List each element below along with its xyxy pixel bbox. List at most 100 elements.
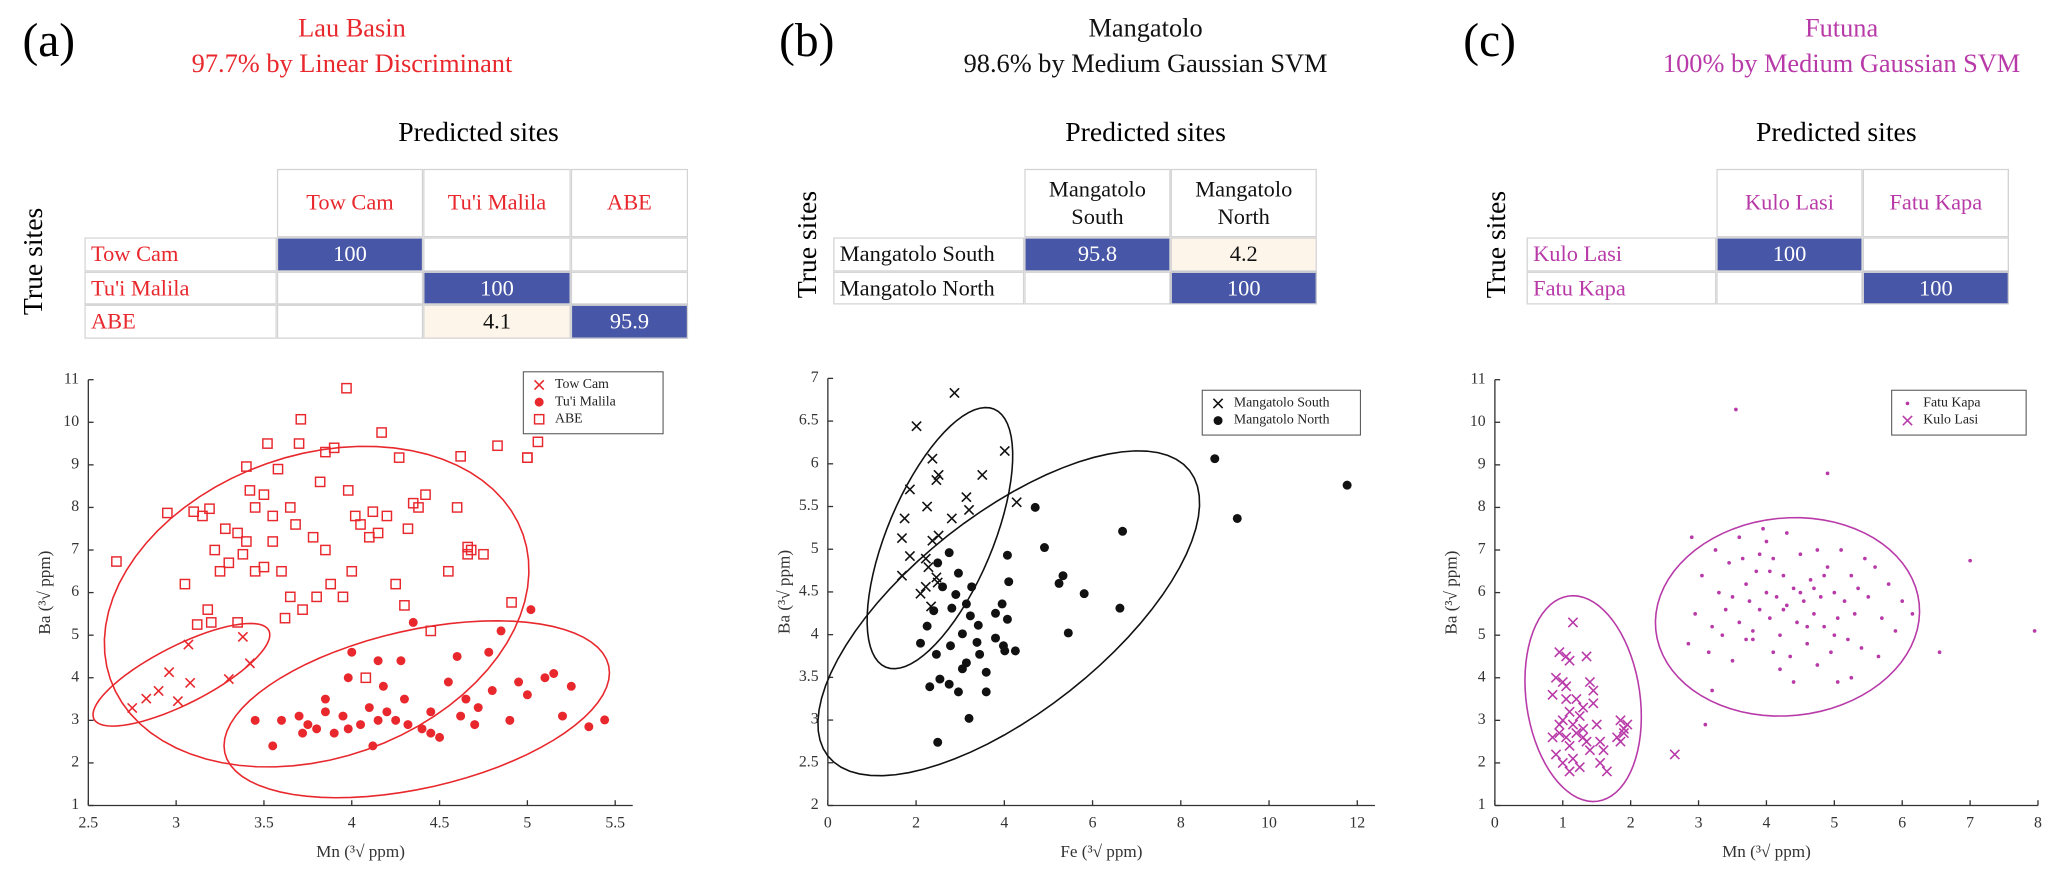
table-value-cell: 95.9 [570,304,689,339]
marker-square [328,442,340,454]
marker-x [946,513,958,524]
marker-point [1873,565,1877,569]
marker-point [1839,548,1843,552]
y-tick-label: 1 [1478,796,1486,813]
marker-dot [364,703,374,713]
table-value [276,270,424,305]
marker-x [1564,766,1575,777]
marker-dot [505,715,515,725]
marker-dot [953,687,963,697]
marker-dot [1058,571,1068,581]
marker-point [1771,556,1776,561]
marker-square [111,556,122,567]
marker-point [1781,573,1786,578]
y-tick-label: 3 [1478,711,1486,728]
legend-label: Tow Cam [555,376,609,391]
table-column-header: Tow Cam [276,168,424,238]
marker-point [1730,658,1735,663]
x-axis-label: Fe (³√ ppm) [1060,842,1142,861]
y-tick-label: 6 [811,454,819,471]
table-column-header: Mangatolo North [1170,168,1317,238]
marker-x [896,532,908,544]
marker-dot [600,715,610,725]
marker-square [346,565,358,577]
marker-dot [938,582,948,592]
y-tick-label: 2 [1478,754,1486,771]
y-tick-label: 6.5 [799,412,819,429]
marker-dot [373,715,383,725]
marker-x [933,469,944,481]
marker-dot [584,722,594,732]
marker-point [1747,599,1752,603]
marker-point [1784,603,1789,608]
marker-point [1801,599,1806,603]
marker-point [1852,612,1857,616]
marker-square [295,413,307,425]
marker-dot [1000,646,1010,656]
marker-x [1567,617,1579,628]
table-row-header: Mangatolo South [833,237,1025,271]
marker-dot [312,724,322,734]
marker-x [1547,732,1558,743]
marker-point [1737,620,1742,625]
marker-square [293,438,305,449]
marker-point [1859,646,1864,650]
marker-dot [1010,646,1020,656]
table-title: Predicted sites [1065,116,1226,147]
marker-x [185,677,196,689]
marker-x [1615,736,1626,747]
legend-marker [1902,415,1913,426]
marker-x [920,581,931,592]
y-tick-label: 4 [811,625,819,642]
marker-point [1832,590,1837,595]
marker-dot [347,647,357,657]
marker-square [162,507,173,519]
marker-point [1710,624,1714,629]
marker-point [1784,531,1789,535]
marker-square [341,382,352,394]
marker-square [363,531,375,543]
table-column-header-cell: Mangatolo North [1170,168,1317,238]
marker-x [1669,749,1680,760]
marker-dot [972,637,982,647]
marker-x [920,553,931,564]
marker-square [241,461,252,472]
y-tick-label: 10 [63,413,79,430]
confidence-ellipse [817,450,1201,777]
marker-x [1588,685,1599,696]
chart-subtitle: 97.7% by Linear Discriminant [192,49,513,78]
marker-square [232,617,243,628]
marker-x [961,491,972,503]
marker-square [205,617,217,628]
marker-dot [916,638,925,648]
marker-point [1713,548,1718,552]
table-row-title: True sites [17,208,48,315]
marker-square [241,536,252,547]
table-value [1024,270,1171,305]
marker-point [1767,616,1772,620]
table-value-cell [1716,270,1863,305]
x-tick-label: 8 [2034,815,2042,832]
marker-dot [961,599,971,609]
marker-square [532,436,544,448]
confidence-ellipse [866,406,1014,670]
marker-point [1829,650,1833,655]
marker-dot [417,724,427,734]
marker-point [1849,675,1854,680]
y-axis-label: Ba (³√ ppm) [35,551,54,635]
marker-dot [526,605,536,615]
table-value: 100 [1716,237,1863,271]
marker-point [1727,560,1731,565]
table-value: 4.1 [423,304,571,339]
marker-point [1744,582,1748,586]
marker-point [1791,586,1796,591]
marker-square [179,578,191,590]
marker-dot [403,720,413,730]
panel-label: (a) [22,15,75,67]
marker-x [141,693,152,704]
marker-point [1846,637,1850,642]
marker-x [1571,727,1582,739]
marker-x [1011,497,1022,508]
marker-square [314,476,326,488]
marker-square [297,604,308,615]
